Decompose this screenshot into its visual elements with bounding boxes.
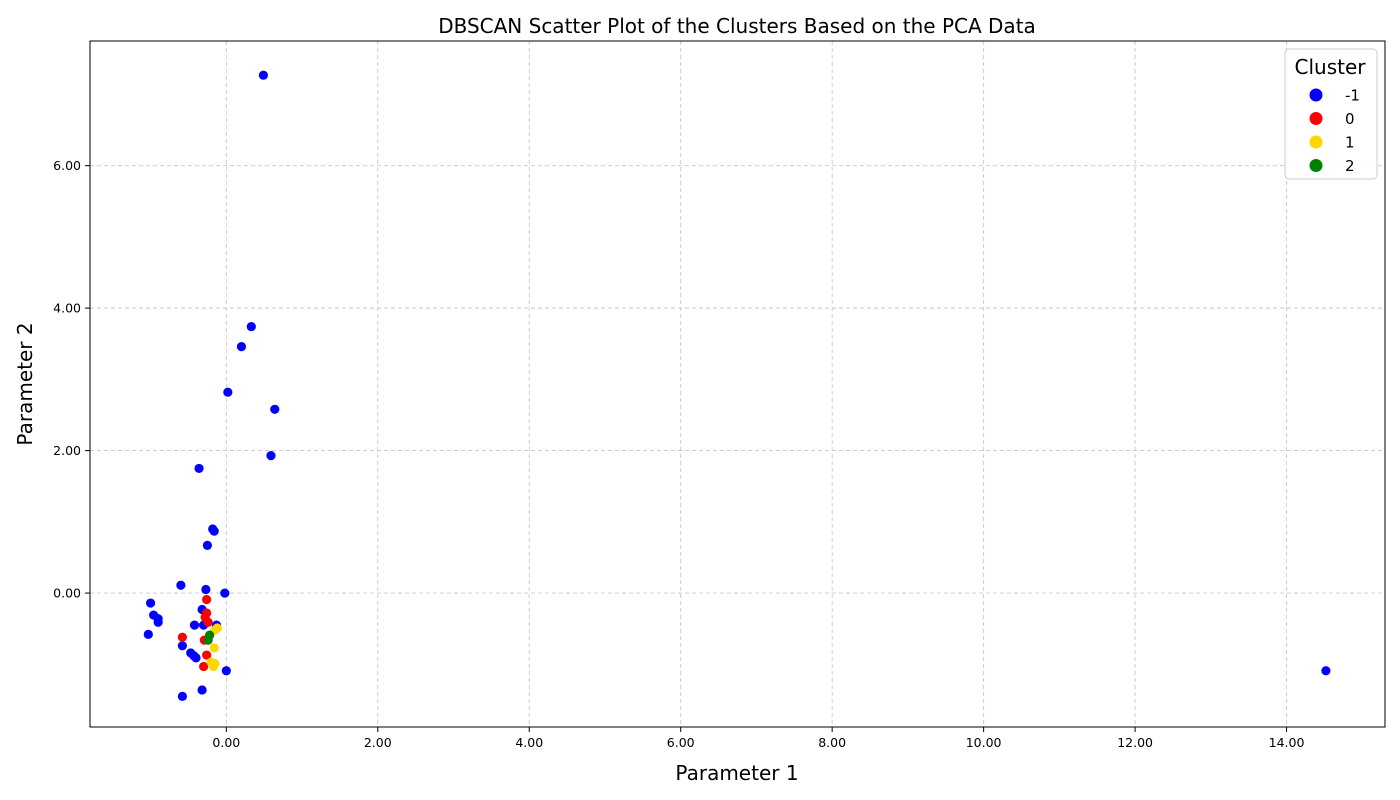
data-point-cluster--1 [223,387,233,397]
y-tick-label: 0.00 [53,586,81,601]
data-point-cluster-1 [209,643,219,653]
data-point-cluster--1 [177,691,187,701]
grid-lines [90,41,1385,727]
data-point-cluster--1 [197,685,207,695]
legend-marker [1309,159,1323,172]
data-point-cluster-0 [177,632,187,642]
data-point-cluster--1 [209,526,219,536]
x-tick-label: 6.00 [667,735,695,750]
data-points [143,70,1331,701]
data-point-cluster-1 [208,661,219,672]
plot-frame [89,40,1386,728]
data-point-cluster--1 [145,598,156,608]
legend: Cluster -1 0 1 2 [1284,48,1378,180]
legend-marker [1309,112,1323,125]
data-point-cluster--1 [220,588,230,598]
y-axis-label: Parameter 2 [13,322,37,445]
data-point-cluster--1 [202,540,212,550]
legend-label: 0 [1345,110,1355,128]
data-point-cluster--1 [246,322,256,332]
x-tick-label: 8.00 [818,735,846,750]
legend-items: -1 0 1 2 [1309,87,1360,175]
data-point-cluster--1 [266,450,276,461]
x-tick-label: 12.00 [1117,735,1153,750]
legend-title: Cluster [1295,55,1367,79]
data-point-cluster--1 [236,342,247,352]
data-point-cluster--1 [143,629,153,639]
legend-label: 2 [1345,157,1355,175]
x-axis-label: Parameter 1 [675,761,798,785]
y-tick-label: 6.00 [53,158,81,173]
data-point-cluster--1 [191,653,201,663]
data-point-cluster--1 [176,580,186,590]
data-point-cluster--1 [1321,666,1331,676]
data-point-cluster--1 [201,584,211,595]
data-point-cluster--1 [153,617,163,627]
x-tick-label: 10.00 [966,735,1002,750]
x-tick-label: 14.00 [1269,735,1305,750]
x-tick-label: 4.00 [515,735,543,750]
y-tick-label: 4.00 [53,301,81,316]
legend-marker [1309,88,1323,102]
data-point-cluster--1 [177,641,187,651]
y-axis: 0.00 2.00 4.00 6.00 [53,158,90,601]
data-point-cluster--1 [189,620,200,630]
chart-title: DBSCAN Scatter Plot of the Clusters Base… [438,14,1036,38]
data-point-cluster-2 [203,635,213,645]
data-point-cluster--1 [221,666,231,676]
data-point-cluster--1 [270,404,280,414]
data-point-cluster-0 [198,661,209,672]
data-point-cluster--1 [194,463,204,474]
legend-label: -1 [1345,87,1360,105]
legend-label: 1 [1345,134,1355,152]
data-point-cluster-0 [203,617,213,627]
legend-box [1284,48,1378,180]
data-point-cluster-0 [202,650,212,660]
legend-marker [1309,135,1323,149]
x-tick-label: 2.00 [364,735,392,750]
y-tick-label: 2.00 [53,443,81,458]
data-point-cluster--1 [258,70,269,80]
data-point-cluster-0 [202,594,212,605]
x-axis: 0.00 2.00 4.00 6.00 8.00 10.00 12.00 14.00 [212,727,1304,750]
x-tick-label: 0.00 [212,735,240,750]
